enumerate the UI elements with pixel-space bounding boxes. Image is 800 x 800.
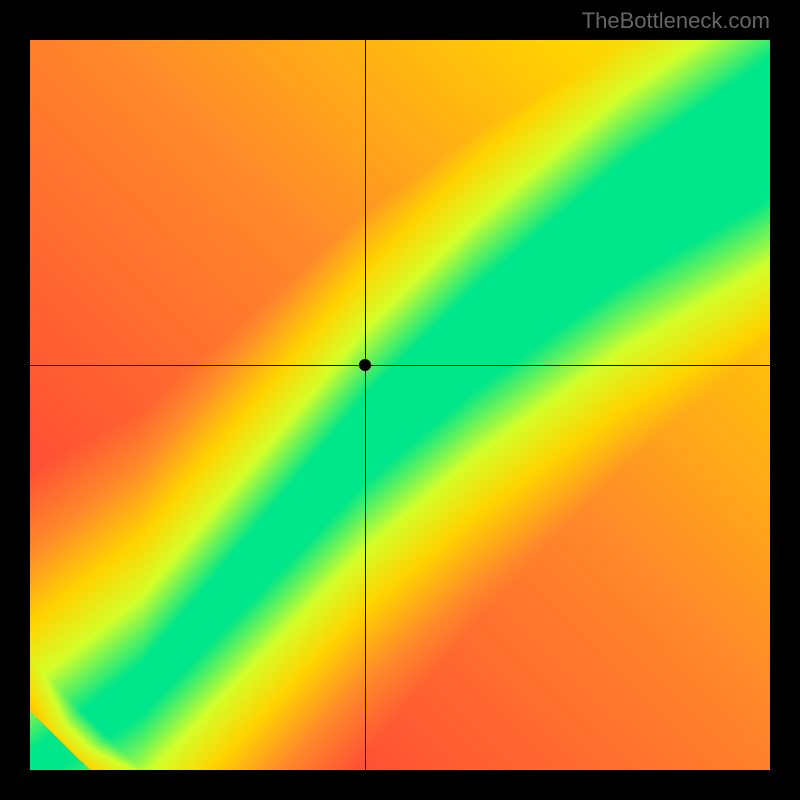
crosshair-vertical — [365, 40, 366, 770]
data-point-marker — [359, 359, 371, 371]
crosshair-horizontal — [30, 365, 770, 366]
heatmap-plot — [30, 40, 770, 770]
heatmap-canvas — [30, 40, 770, 770]
watermark-text: TheBottleneck.com — [582, 8, 770, 34]
